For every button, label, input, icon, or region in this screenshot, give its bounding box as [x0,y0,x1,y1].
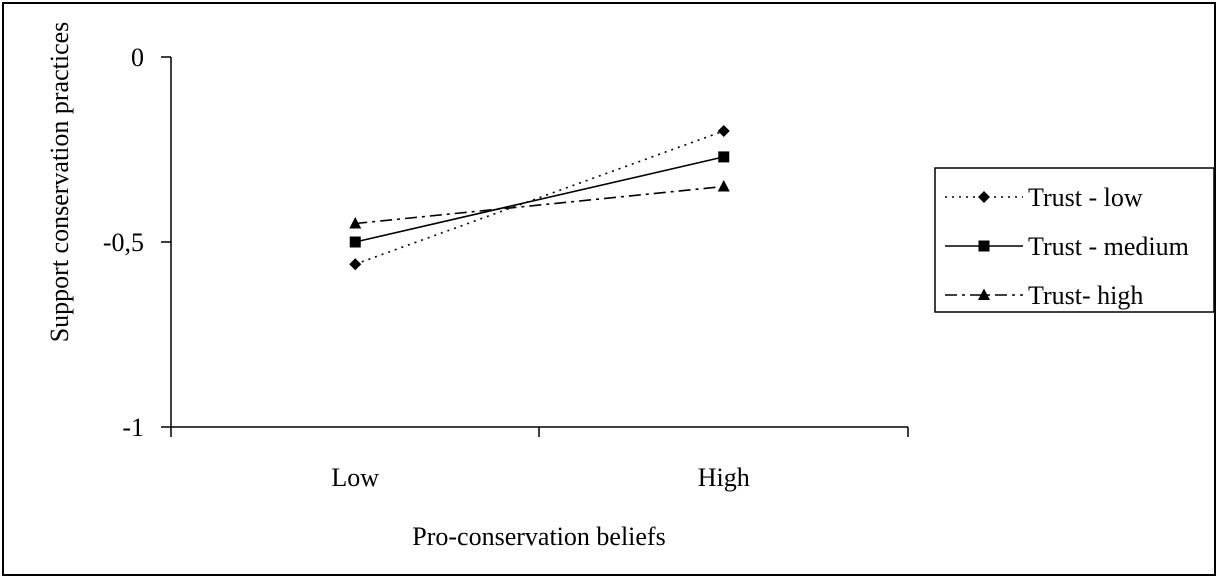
x-axis-title: Pro-conservation beliefs [412,522,665,551]
legend-label: Trust - low [1028,183,1143,212]
series-3 [349,180,730,229]
series-line [355,185,724,225]
y-ticks: 0 -0,5 -1 [103,43,171,442]
legend-item: Trust - low [945,183,1143,212]
data-point [349,258,362,271]
legend-box [934,167,1215,313]
series-2 [349,151,730,248]
x-tick-label: Low [331,463,379,492]
legend-marker [978,240,990,252]
y-tick-label: -0,5 [103,228,144,257]
series-1 [349,125,730,271]
legend-label: Trust - medium [1028,232,1189,261]
y-tick-label: -1 [122,413,144,442]
data-point [717,180,730,192]
x-ticks: Low High [331,463,749,492]
legend-marker [978,288,990,300]
data-point [349,217,362,229]
legend: Trust - low Trust - medium Trust- high [934,167,1215,313]
series-line [354,130,725,265]
data-point [718,151,730,163]
line-chart: 0 -0,5 -1 Low High Pro-conservation beliefs… [45,22,1215,551]
series-line [355,156,724,243]
legend-item: Trust- high [945,281,1143,310]
y-tick-label: 0 [131,43,144,72]
x-tick-label: High [698,463,750,492]
y-axis-title: Support conservation practices [45,22,74,343]
axes [170,57,909,437]
series-layer [349,125,730,271]
legend-label: Trust- high [1028,281,1143,310]
legend-marker [978,191,990,203]
legend-item: Trust - medium [945,232,1189,261]
data-point [349,236,361,248]
legend-items: Trust - low Trust - medium Trust- high [945,183,1189,310]
data-point [717,125,730,137]
